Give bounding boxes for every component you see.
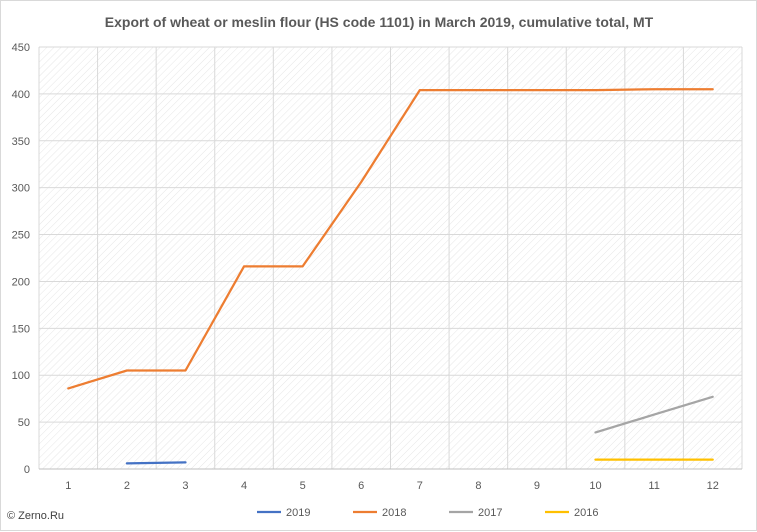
x-axis: 1 2 3 4 5 6 7 8 9 10 11 12 — [39, 468, 742, 492]
x-tick-label: 3 — [182, 480, 188, 492]
legend-label-2016: 2016 — [574, 507, 598, 519]
y-tick-label: 450 — [12, 42, 30, 54]
chart-title: Export of wheat or meslin flour (HS code… — [105, 14, 654, 30]
series-line-2018 — [67, 88, 714, 390]
y-tick-label: 150 — [12, 323, 30, 335]
y-tick-label: 100 — [12, 370, 30, 382]
y-tick-label: 250 — [12, 230, 30, 242]
series-line-2019 — [125, 461, 187, 465]
x-tick-label: 10 — [589, 480, 601, 492]
y-tick-label: 0 — [24, 464, 30, 476]
x-tick-label: 11 — [648, 480, 659, 492]
x-tick-label: 7 — [417, 480, 423, 492]
series-lines — [67, 88, 714, 465]
x-tick-label: 9 — [534, 480, 540, 492]
series-line-2017 — [594, 395, 714, 434]
legend: 2019 2018 2017 2016 — [257, 507, 598, 519]
y-axis: 0 50 100 150 200 250 300 350 400 450 — [12, 42, 30, 476]
gridlines — [38, 46, 743, 469]
x-tick-label: 8 — [475, 480, 481, 492]
x-tick-label: 5 — [300, 480, 306, 492]
x-tick-label: 2 — [124, 480, 130, 492]
legend-label-2019: 2019 — [286, 507, 310, 519]
y-tick-label: 200 — [12, 276, 30, 288]
x-tick-label: 12 — [707, 480, 719, 492]
y-tick-label: 50 — [18, 417, 30, 429]
legend-label-2017: 2017 — [478, 507, 502, 519]
x-tick-label: 6 — [358, 480, 364, 492]
y-tick-label: 300 — [12, 183, 30, 195]
legend-label-2018: 2018 — [382, 507, 406, 519]
x-tick-label: 1 — [65, 480, 71, 492]
y-tick-label: 400 — [12, 89, 30, 101]
watermark: © Zerno.Ru — [7, 510, 64, 522]
y-tick-label: 350 — [12, 136, 30, 148]
x-tick-label: 4 — [241, 480, 247, 492]
